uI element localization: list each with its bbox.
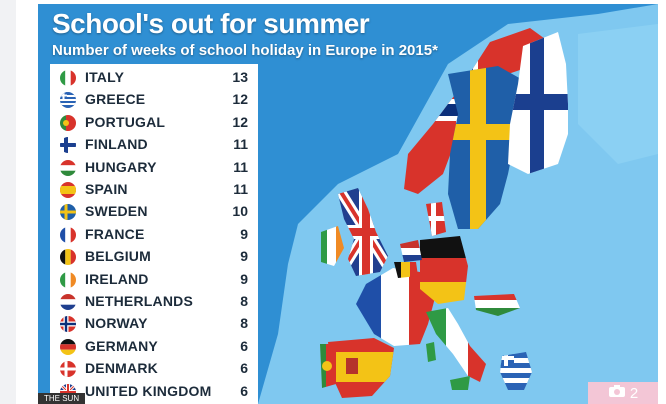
table-row: ITALY 13 — [50, 66, 258, 88]
europe-map — [38, 4, 658, 404]
country-name: PORTUGAL — [85, 113, 166, 130]
greece-flag-icon — [60, 92, 76, 109]
country-name: UNITED KINGDOM — [85, 382, 212, 399]
country-name: ITALY — [85, 69, 125, 85]
norway-flag-icon — [60, 316, 76, 333]
country-name: IRELAND — [85, 270, 149, 287]
table-row: SWEDEN 10 — [50, 200, 258, 222]
table-row: PORTUGAL 12 — [50, 111, 258, 133]
country-name: FINLAND — [85, 136, 148, 153]
table-row: IRELAND 9 — [50, 268, 258, 290]
country-name: GERMANY — [85, 337, 158, 354]
weeks-value: 11 — [233, 181, 248, 197]
source-watermark: THE SUN — [38, 393, 86, 404]
weeks-value: 9 — [240, 248, 248, 265]
table-row: FINLAND 11 — [50, 133, 258, 155]
hungary-flag-icon — [60, 159, 76, 176]
page-gutter — [0, 0, 16, 404]
table-row: FRANCE 9 — [50, 223, 258, 245]
ireland-flag-icon — [60, 271, 76, 288]
country-name: BELGIUM — [85, 248, 151, 265]
weeks-value: 9 — [240, 225, 248, 242]
page-title: School's out for summer — [52, 8, 370, 39]
table-row: SPAIN 11 — [50, 178, 258, 200]
table-row: HUNGARY 11 — [50, 156, 258, 178]
page-margin — [16, 0, 38, 404]
photo-gallery-button[interactable]: 2 — [588, 382, 658, 404]
weeks-value: 13 — [232, 69, 248, 85]
weeks-value: 8 — [240, 293, 248, 309]
country-name: SPAIN — [85, 181, 128, 197]
weeks-value: 10 — [232, 203, 248, 220]
weeks-value: 6 — [240, 382, 248, 399]
spain-flag-icon — [60, 182, 76, 198]
france-flag-icon — [60, 226, 76, 243]
table-row: NETHERLANDS 8 — [50, 290, 258, 312]
country-name: HUNGARY — [85, 158, 157, 175]
camera-icon — [608, 384, 626, 402]
weeks-value: 12 — [232, 91, 248, 108]
belgium-flag-icon — [60, 249, 76, 266]
country-name: FRANCE — [85, 225, 145, 242]
country-name: NORWAY — [85, 315, 148, 332]
weeks-value: 6 — [240, 337, 248, 354]
country-name: SWEDEN — [85, 203, 148, 220]
portugal-flag-icon — [60, 114, 76, 131]
weeks-value: 11 — [233, 158, 248, 175]
weeks-value: 11 — [233, 136, 248, 153]
country-name: NETHERLANDS — [85, 293, 193, 309]
sweden-flag-icon — [60, 204, 76, 221]
netherlands-flag-icon — [60, 294, 76, 310]
table-row: DENMARK 6 — [50, 357, 258, 379]
finland-flag-icon — [60, 137, 76, 154]
table-row: GREECE 12 — [50, 88, 258, 110]
holiday-table: ITALY 13 GREECE 12 PORTUGAL 12 FINLAND 1… — [50, 64, 258, 404]
weeks-value: 12 — [232, 113, 248, 130]
infographic-image: School's out for summer Number of weeks … — [38, 4, 658, 404]
italy-flag-icon — [60, 70, 76, 86]
photo-count: 2 — [629, 384, 639, 402]
page-subtitle: Number of weeks of school holiday in Eur… — [52, 42, 438, 59]
germany-flag-icon — [60, 338, 76, 355]
table-row: NORWAY 8 — [50, 312, 258, 334]
weeks-value: 8 — [240, 315, 248, 332]
denmark-flag-icon — [60, 361, 76, 378]
table-row: BELGIUM 9 — [50, 245, 258, 267]
weeks-value: 6 — [240, 360, 248, 377]
country-name: DENMARK — [85, 360, 158, 377]
table-row: UNITED KINGDOM 6 — [50, 380, 258, 402]
country-name: GREECE — [85, 91, 146, 108]
weeks-value: 9 — [240, 270, 248, 287]
table-row: GERMANY 6 — [50, 335, 258, 357]
